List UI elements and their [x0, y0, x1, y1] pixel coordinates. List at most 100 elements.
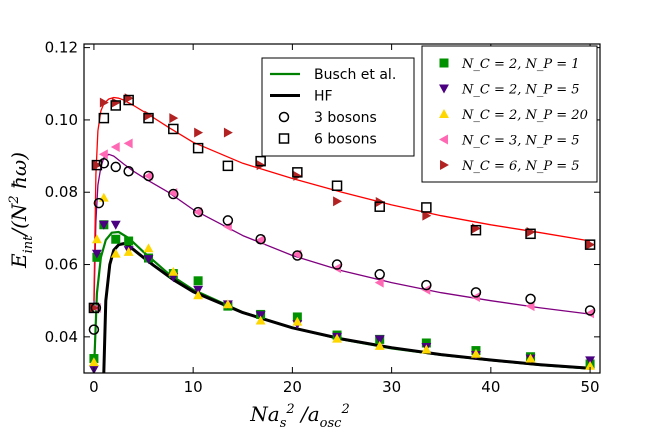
legend-left-swatch	[278, 133, 290, 144]
line-hf	[102, 242, 591, 373]
point-n-c-2-n-p-20	[88, 357, 99, 367]
legend-right-label: N_C = 2, N_P = 20	[461, 108, 588, 123]
plot-frame	[83, 43, 601, 374]
point-n-c-6-n-p-5	[124, 93, 134, 104]
point-3-bosons	[470, 287, 482, 298]
legend-left: Busch et al. HF 3 bosons 6 bosons	[261, 57, 415, 157]
point-n-c-3-n-p-5	[123, 138, 133, 149]
point-n-c-2-n-p-5	[91, 249, 102, 259]
point-3-bosons	[168, 188, 179, 200]
point-n-c-2-n-p-20	[143, 243, 154, 253]
point-n-c-3-n-p-5	[98, 149, 108, 160]
point-n-c-2-n-p-5	[374, 335, 385, 345]
point-n-c-3-n-p-5	[110, 142, 120, 152]
point-3-bosons	[584, 305, 596, 316]
point-6-bosons	[98, 112, 110, 124]
point-n-c-2-n-p-20	[374, 340, 385, 350]
point-n-c-2-n-p-20	[332, 333, 342, 343]
point-n-c-6-n-p-5	[586, 239, 596, 250]
point-n-c-6-n-p-5	[223, 127, 233, 138]
point-n-c-3-n-p-5	[193, 207, 203, 218]
point-n-c-6-n-p-5	[293, 171, 303, 181]
point-6-bosons	[168, 123, 179, 135]
point-3-bosons	[255, 233, 266, 245]
point-6-bosons	[222, 160, 234, 172]
y-tick-label: 0.08	[45, 183, 78, 201]
point-3-bosons	[525, 293, 536, 305]
point-6-bosons	[123, 94, 134, 106]
legend-left-swatch	[278, 111, 290, 123]
point-n-c-2-n-p-5	[110, 220, 121, 230]
legend-right-swatch	[439, 109, 449, 118]
y-tick-label: 0.04	[45, 328, 78, 346]
point-n-c-2-n-p-20	[98, 192, 109, 202]
point-6-bosons	[470, 224, 482, 236]
legend-right-swatch	[439, 134, 448, 145]
point-6-bosons	[292, 167, 303, 178]
point-n-c-2-n-p-20	[222, 299, 233, 309]
point-n-c-2-n-p-1	[111, 234, 121, 244]
x-tick-label: 0	[89, 378, 99, 396]
point-6-bosons	[192, 142, 204, 154]
x-tick-label: 10	[184, 378, 203, 396]
point-n-c-2-n-p-20	[292, 316, 303, 326]
legend-right-label: N_C = 6, N_P = 5	[461, 159, 580, 174]
point-n-c-2-n-p-1	[193, 276, 203, 286]
point-n-c-6-n-p-5	[144, 110, 154, 121]
y-tick-label: 0.12	[45, 39, 78, 57]
point-6-bosons	[110, 100, 122, 111]
point-n-c-6-n-p-5	[92, 160, 102, 171]
legend-right-box	[421, 45, 598, 183]
point-n-c-3-n-p-5	[143, 171, 153, 181]
legend-right-label: N_C = 3, N_P = 5	[461, 134, 580, 149]
point-n-c-6-n-p-5	[526, 227, 536, 237]
point-n-c-2-n-p-20	[168, 266, 179, 276]
point-6-bosons	[143, 112, 154, 124]
point-6-bosons	[331, 180, 343, 191]
point-n-c-2-n-p-20	[110, 248, 121, 258]
line-busch-et-al-	[92, 230, 591, 373]
point-n-c-2-n-p-20	[421, 344, 432, 354]
point-6-bosons	[91, 159, 103, 171]
point-n-c-3-n-p-5	[332, 263, 341, 274]
point-n-c-2-n-p-5	[143, 255, 154, 265]
x-tick-label: 30	[382, 378, 401, 396]
point-6-bosons	[525, 228, 536, 240]
legend-right-swatch	[439, 58, 449, 68]
y-tick-label: 0.10	[45, 111, 78, 129]
point-n-c-3-n-p-5	[585, 308, 595, 319]
point-n-c-6-n-p-5	[333, 196, 342, 207]
point-n-c-6-n-p-5	[111, 97, 121, 108]
point-3-bosons	[123, 166, 134, 177]
legend-left-label: 6 bosons	[314, 132, 377, 148]
point-n-c-2-n-p-20	[585, 360, 596, 370]
legend-right-label: N_C = 2, N_P = 5	[461, 83, 580, 98]
point-3-bosons	[222, 215, 234, 226]
plot-area	[88, 93, 596, 373]
point-n-c-2-n-p-20	[471, 348, 481, 358]
x-tick-label: 50	[581, 378, 600, 396]
point-3-bosons	[110, 161, 122, 173]
point-n-c-2-n-p-20	[123, 246, 134, 256]
legend-left-label: Busch et al.	[314, 67, 396, 83]
point-6-bosons	[584, 239, 596, 250]
point-n-c-3-n-p-5	[255, 235, 265, 245]
point-3-bosons	[88, 324, 100, 335]
point-n-c-6-n-p-5	[472, 223, 481, 234]
legend-right-label: N_C = 2, N_P = 1	[461, 57, 580, 72]
point-n-c-2-n-p-1	[421, 338, 431, 348]
y-tick-label: 0.06	[45, 256, 78, 274]
point-6-bosons	[88, 302, 100, 314]
legend-right-swatch	[439, 84, 449, 94]
point-3-bosons	[331, 259, 343, 270]
x-tick-label: 20	[283, 378, 302, 396]
point-6-bosons	[421, 202, 432, 213]
y-axis-label: Eint/(N2 ħω)	[7, 152, 36, 269]
x-tick-label: 40	[481, 378, 500, 396]
legend-right-swatch	[440, 160, 449, 170]
point-n-c-6-n-p-5	[99, 97, 109, 108]
point-3-bosons	[98, 158, 110, 169]
point-n-c-6-n-p-5	[194, 127, 204, 138]
